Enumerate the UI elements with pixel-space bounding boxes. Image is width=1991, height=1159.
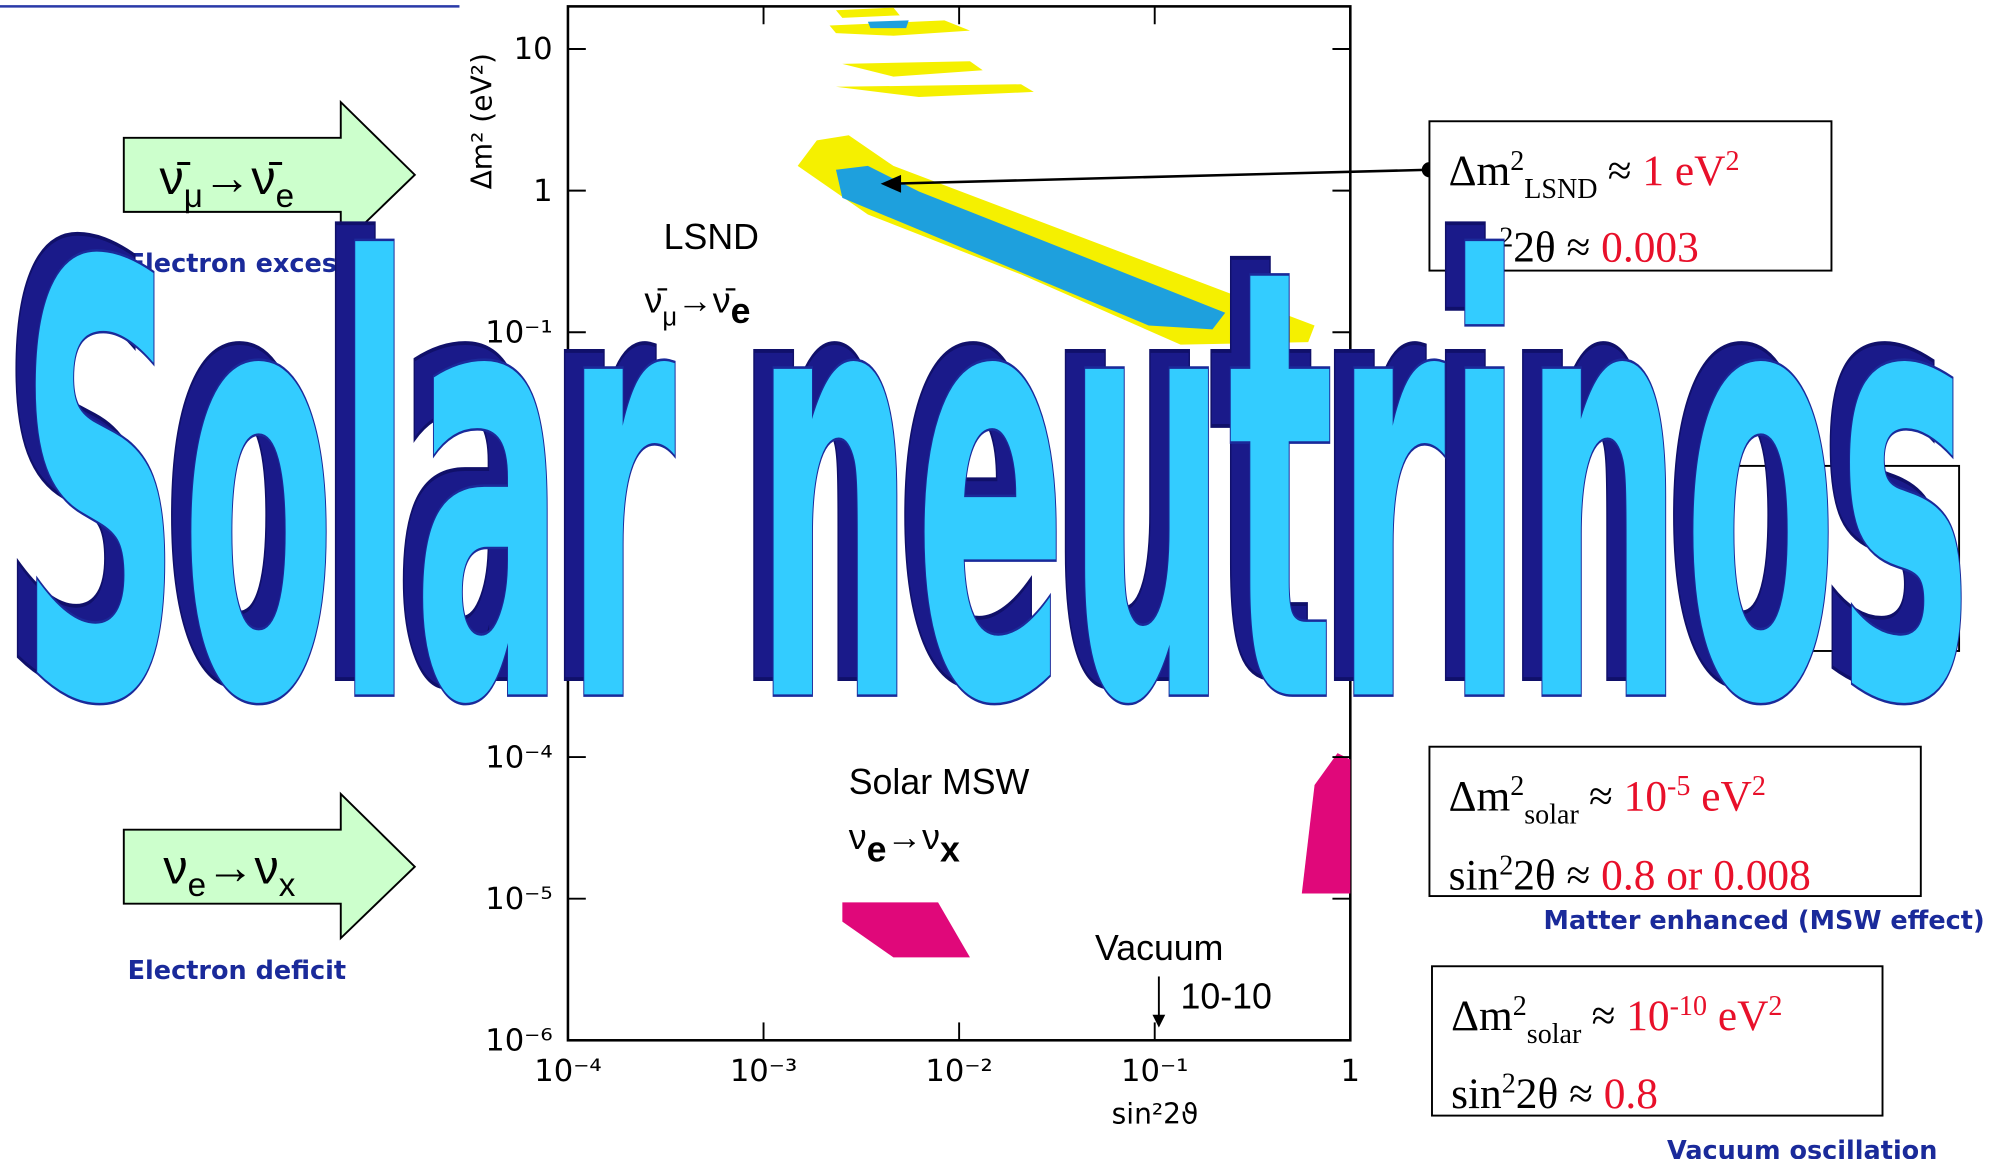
- caption: Electron deficit: [128, 956, 347, 986]
- slide: 10⁻⁴10⁻³10⁻²10⁻¹110⁻⁶10⁻⁵10⁻⁴10⁻¹110 sin…: [0, 0, 1991, 1159]
- y-tick-label: 10⁻⁶: [485, 1024, 552, 1059]
- annotation: 10-10: [1181, 976, 1272, 1016]
- x-tick-label: 1: [1341, 1054, 1360, 1089]
- x-tick-label: 10⁻³: [730, 1054, 797, 1089]
- y-tick-label: 10: [514, 32, 553, 67]
- x-tick-label: 10⁻²: [925, 1054, 992, 1089]
- x-tick-label: 10⁻⁴: [534, 1054, 601, 1089]
- y-tick-label: 10⁻⁵: [485, 882, 552, 917]
- x-tick-label: 10⁻¹: [1121, 1054, 1188, 1089]
- x-axis-label: sin²2ϑ: [1112, 1097, 1199, 1130]
- annotation: Vacuum: [1095, 928, 1223, 968]
- caption: Matter enhanced (MSW effect): [1544, 906, 1985, 936]
- title-art: Solar neutrinos: [19, 140, 1972, 838]
- caption: Vacuum oscillation: [1667, 1136, 1937, 1159]
- formula: sin22θ ≈ 0.8: [1451, 1069, 1658, 1118]
